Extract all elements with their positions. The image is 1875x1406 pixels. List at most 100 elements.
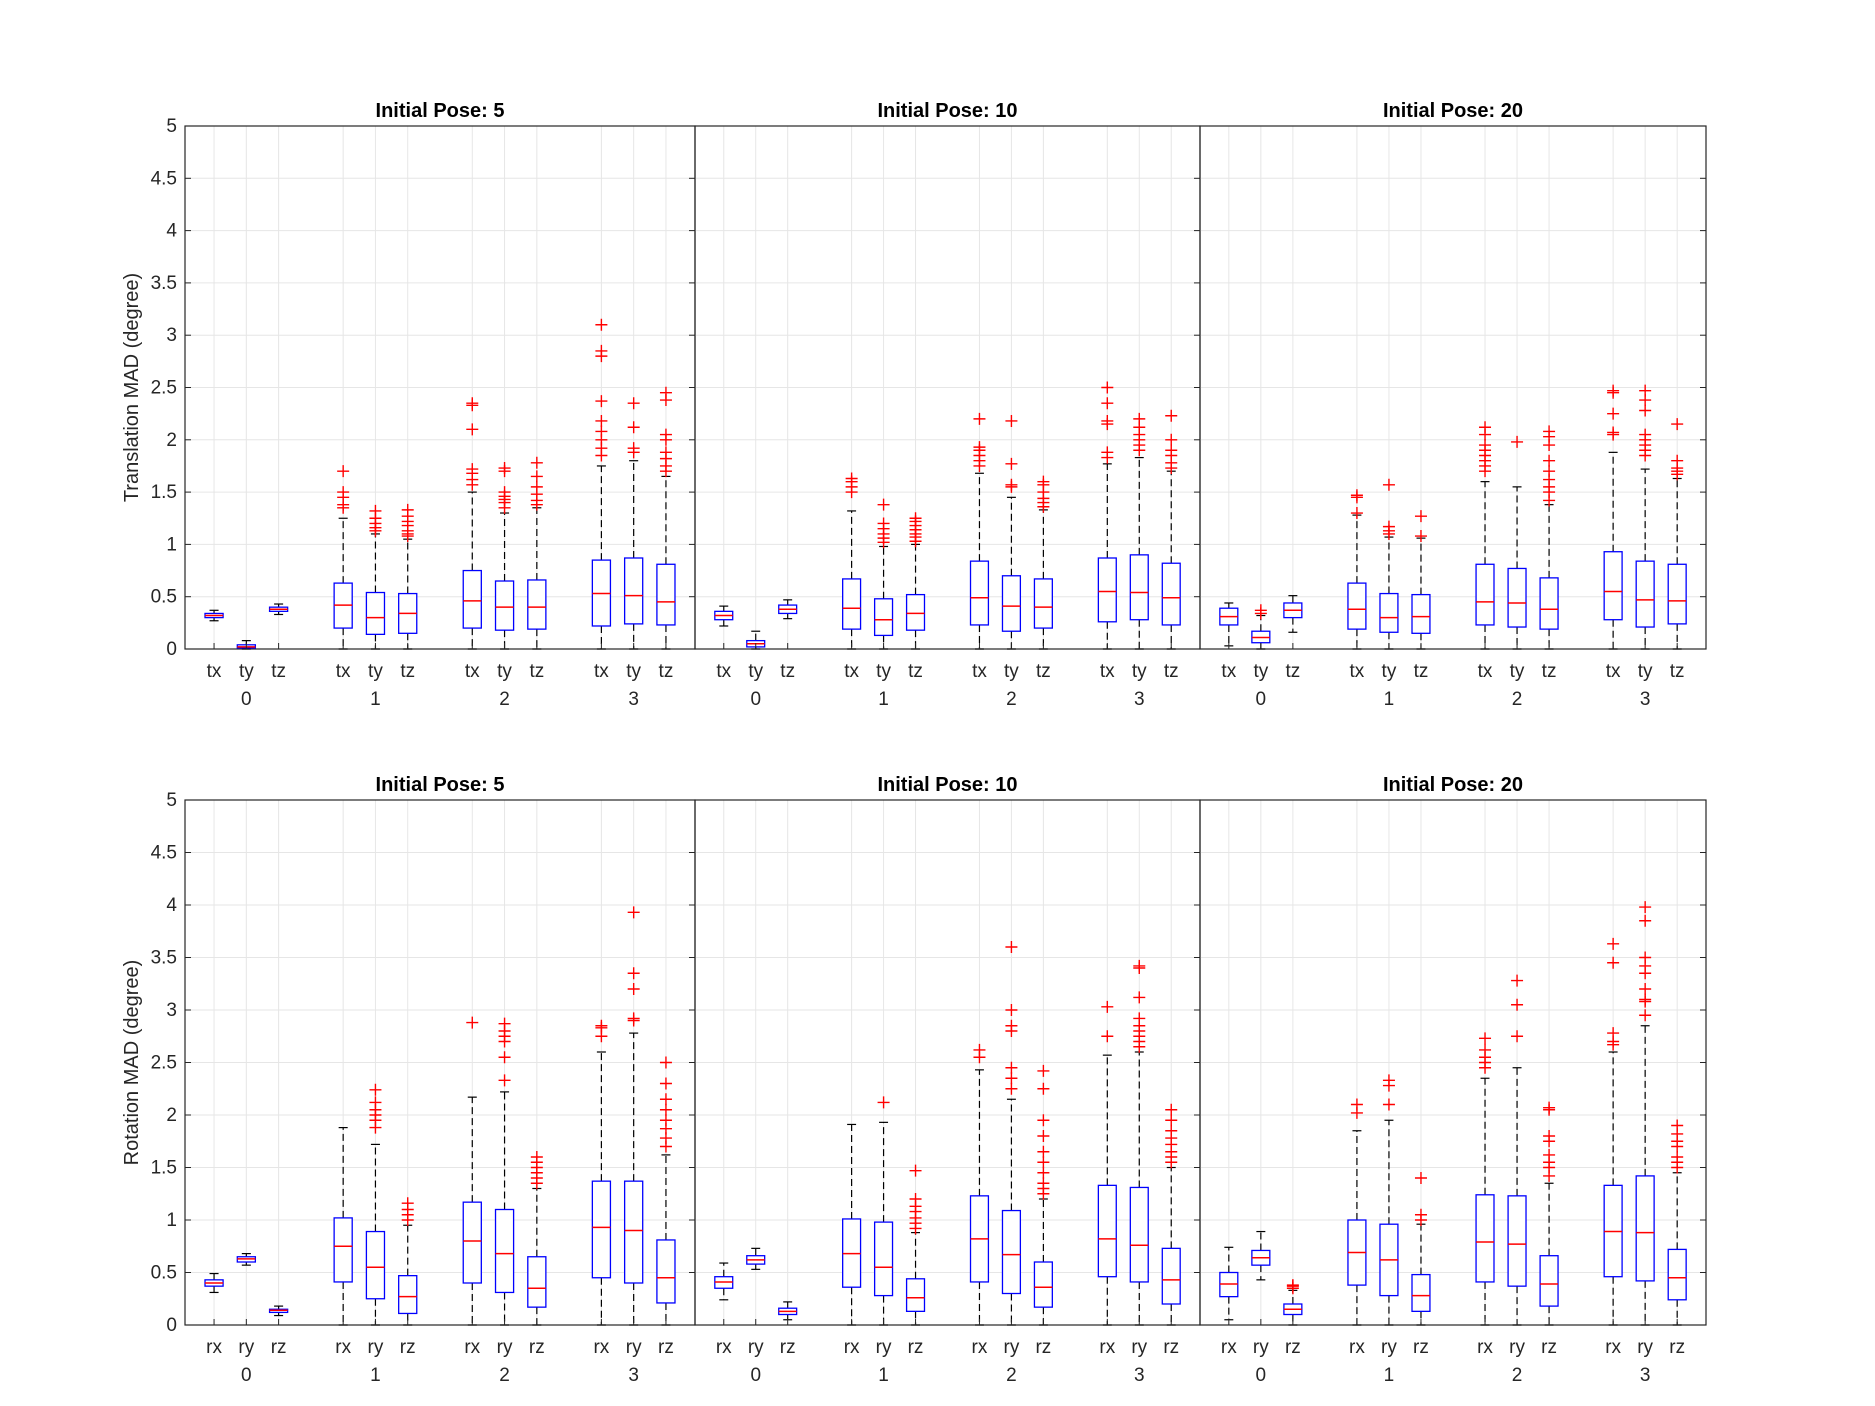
outlier-marker <box>1037 1082 1050 1095</box>
outlier-marker <box>877 1096 890 1109</box>
outlier-marker <box>1037 1064 1050 1077</box>
box-iqr <box>527 579 547 630</box>
x-tick-label: tz <box>271 661 286 682</box>
y-tick-label: 1 <box>166 534 177 555</box>
x-tick-label: rz <box>529 1337 545 1358</box>
x-tick-label: ry <box>1637 1337 1653 1358</box>
x-tick-label: ty <box>1510 661 1525 682</box>
box-iqr <box>656 1239 676 1304</box>
outlier-marker <box>1511 974 1524 987</box>
outlier-marker <box>659 1114 672 1127</box>
outlier-marker <box>1382 478 1395 491</box>
outlier-marker <box>337 486 350 499</box>
outlier-marker <box>1543 454 1556 467</box>
y-tick-label: 1 <box>166 1210 177 1231</box>
outlier-marker <box>595 414 608 427</box>
outlier-marker <box>627 1012 640 1025</box>
box-iqr <box>656 563 676 626</box>
outlier-marker <box>659 1093 672 1106</box>
x-tick-label: tz <box>529 661 544 682</box>
y-tick-label: 3.5 <box>151 273 177 294</box>
outlier-marker <box>1511 1030 1524 1043</box>
panel-title: Initial Pose: 10 <box>877 774 1017 796</box>
outlier-marker <box>1037 475 1050 488</box>
x-group-label: 1 <box>1384 689 1395 710</box>
outlier-marker <box>1671 418 1684 431</box>
x-group-label: 2 <box>1006 1365 1017 1386</box>
x-group-label: 1 <box>1384 1365 1395 1386</box>
outlier-marker <box>1511 435 1524 448</box>
box-iqr <box>842 578 862 630</box>
outlier-marker <box>1165 409 1178 422</box>
y-tick-label: 3.5 <box>151 948 177 969</box>
x-tick-label: tx <box>465 661 480 682</box>
x-group-label: 2 <box>1512 1365 1523 1386</box>
outlier-marker <box>466 463 479 476</box>
outlier-marker <box>1414 510 1427 523</box>
outlier-marker <box>1037 1177 1050 1190</box>
box-iqr <box>1635 1175 1655 1282</box>
box-iqr <box>1507 1195 1527 1287</box>
box-iqr <box>1033 578 1053 629</box>
x-tick-label: rz <box>271 1337 287 1358</box>
y-tick-label: 4 <box>166 221 177 242</box>
x-tick-label: tx <box>1221 661 1236 682</box>
panel-title: Initial Pose: 20 <box>1383 100 1523 122</box>
box-iqr <box>1347 582 1367 630</box>
y-tick-label: 5 <box>166 116 177 137</box>
x-tick-label: ry <box>1509 1337 1525 1358</box>
outlier-marker <box>1350 507 1363 520</box>
y-tick-label: 2.5 <box>151 378 177 399</box>
panel-title: Initial Pose: 20 <box>1383 774 1523 796</box>
box-iqr <box>905 593 926 631</box>
y-tick-label: 3 <box>166 325 177 346</box>
x-group-label: 0 <box>241 1365 252 1386</box>
box-iqr <box>1475 563 1495 626</box>
outlier-marker <box>1350 489 1363 502</box>
outlier-marker <box>973 412 986 425</box>
outlier-marker <box>595 395 608 408</box>
outlier-marker <box>1005 457 1018 470</box>
outlier-marker <box>1254 604 1267 617</box>
outlier-marker <box>877 517 890 530</box>
box-iqr <box>1411 1273 1431 1312</box>
outlier-marker <box>1101 1000 1114 1013</box>
y-tick-label: 0.5 <box>151 1263 177 1284</box>
x-group-label: 3 <box>628 1365 639 1386</box>
outlier-marker <box>1037 1156 1050 1169</box>
outlier-marker <box>1350 1098 1363 1111</box>
outlier-marker <box>1414 1172 1427 1184</box>
outlier-marker <box>1671 1119 1684 1132</box>
outlier-marker <box>1639 428 1652 441</box>
outlier-marker <box>1671 1151 1684 1163</box>
y-tick-label: 0.5 <box>151 587 177 608</box>
x-tick-label: ry <box>1131 1337 1147 1358</box>
box-iqr <box>969 560 990 626</box>
x-tick-label: tx <box>844 661 859 682</box>
outlier-marker <box>1639 983 1652 995</box>
x-group-label: 0 <box>750 1365 761 1386</box>
y-tick-label: 4.5 <box>151 168 177 189</box>
outlier-marker <box>1037 1130 1050 1142</box>
x-tick-label: tz <box>400 661 415 682</box>
y-tick-label: 0 <box>166 639 177 660</box>
x-tick-label: ry <box>1253 1337 1269 1358</box>
outlier-marker <box>659 1103 672 1116</box>
x-tick-label: tz <box>1285 661 1300 682</box>
outlier-marker <box>909 1164 922 1177</box>
outlier-marker <box>1037 1114 1050 1127</box>
outlier-marker <box>627 906 640 919</box>
x-tick-label: ty <box>1382 661 1397 682</box>
outlier-marker <box>1607 407 1620 420</box>
x-tick-label: rz <box>1541 1337 1557 1358</box>
box-iqr <box>1161 562 1181 626</box>
x-tick-label: tz <box>1164 661 1179 682</box>
x-tick-label: ty <box>1638 661 1653 682</box>
outlier-marker <box>595 318 608 331</box>
outlier-marker <box>1165 1114 1178 1127</box>
x-group-label: 2 <box>1512 689 1523 710</box>
outlier-marker <box>659 1056 672 1069</box>
x-tick-label: ty <box>876 661 891 682</box>
box-iqr <box>873 598 894 637</box>
outlier-marker <box>1005 1072 1018 1085</box>
